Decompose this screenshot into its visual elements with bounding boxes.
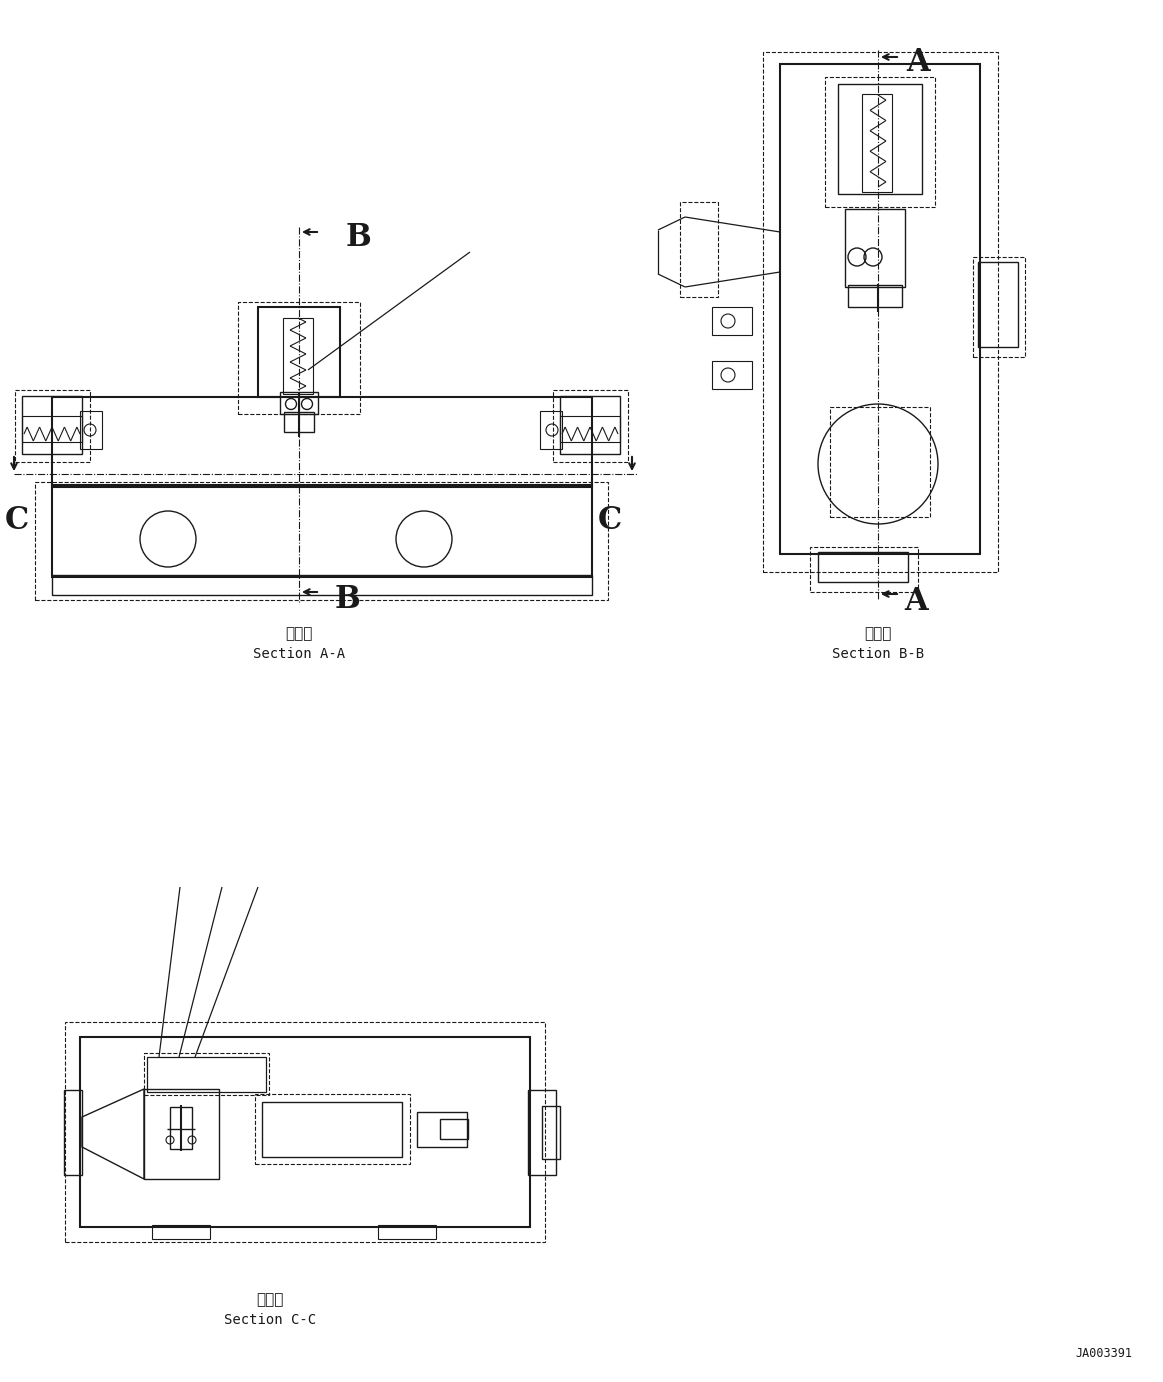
- Bar: [255, 1095, 411, 1164]
- Text: Section A-A: Section A-A: [252, 647, 345, 661]
- Bar: [712, 361, 752, 388]
- Bar: [80, 1036, 530, 1227]
- Bar: [378, 1224, 436, 1240]
- Bar: [52, 397, 592, 486]
- Text: A: A: [906, 47, 929, 77]
- Bar: [144, 1089, 219, 1179]
- Bar: [238, 303, 361, 415]
- Bar: [978, 263, 1018, 347]
- Bar: [818, 551, 908, 582]
- Bar: [830, 408, 930, 517]
- Bar: [283, 318, 313, 394]
- Text: 断　面: 断 面: [285, 626, 313, 641]
- Bar: [64, 1090, 83, 1175]
- Bar: [712, 307, 752, 334]
- Bar: [280, 392, 317, 415]
- Text: Section C-C: Section C-C: [224, 1313, 316, 1327]
- Bar: [262, 1101, 402, 1157]
- Bar: [52, 575, 592, 596]
- Bar: [809, 547, 918, 591]
- Bar: [561, 416, 620, 442]
- Bar: [763, 53, 998, 572]
- Bar: [542, 1106, 561, 1159]
- Bar: [846, 209, 905, 287]
- Bar: [170, 1107, 192, 1148]
- Bar: [825, 77, 935, 207]
- Text: 断　面: 断 面: [256, 1292, 284, 1307]
- Text: JA003391: JA003391: [1075, 1347, 1132, 1360]
- Bar: [258, 307, 340, 397]
- Text: A: A: [904, 586, 928, 616]
- Bar: [561, 397, 620, 455]
- Bar: [22, 416, 83, 442]
- Bar: [848, 285, 902, 307]
- Text: B: B: [347, 221, 372, 253]
- Bar: [418, 1113, 468, 1147]
- Bar: [552, 390, 628, 462]
- Bar: [80, 410, 102, 449]
- Text: Section B-B: Section B-B: [832, 647, 925, 661]
- Bar: [65, 1023, 545, 1242]
- Bar: [144, 1053, 269, 1095]
- Bar: [15, 390, 90, 462]
- Text: C: C: [5, 504, 29, 535]
- Bar: [440, 1119, 468, 1139]
- Bar: [22, 397, 83, 455]
- Text: 断　面: 断 面: [864, 626, 892, 641]
- Bar: [528, 1090, 556, 1175]
- Bar: [147, 1057, 266, 1092]
- Bar: [862, 94, 892, 192]
- Text: B: B: [335, 583, 361, 615]
- Bar: [680, 202, 718, 297]
- Bar: [839, 84, 922, 193]
- Text: C: C: [598, 504, 622, 535]
- Bar: [35, 482, 608, 600]
- Bar: [284, 412, 314, 433]
- Bar: [540, 410, 562, 449]
- Bar: [780, 64, 980, 554]
- Bar: [973, 257, 1025, 357]
- Bar: [52, 485, 592, 578]
- Bar: [152, 1224, 211, 1240]
